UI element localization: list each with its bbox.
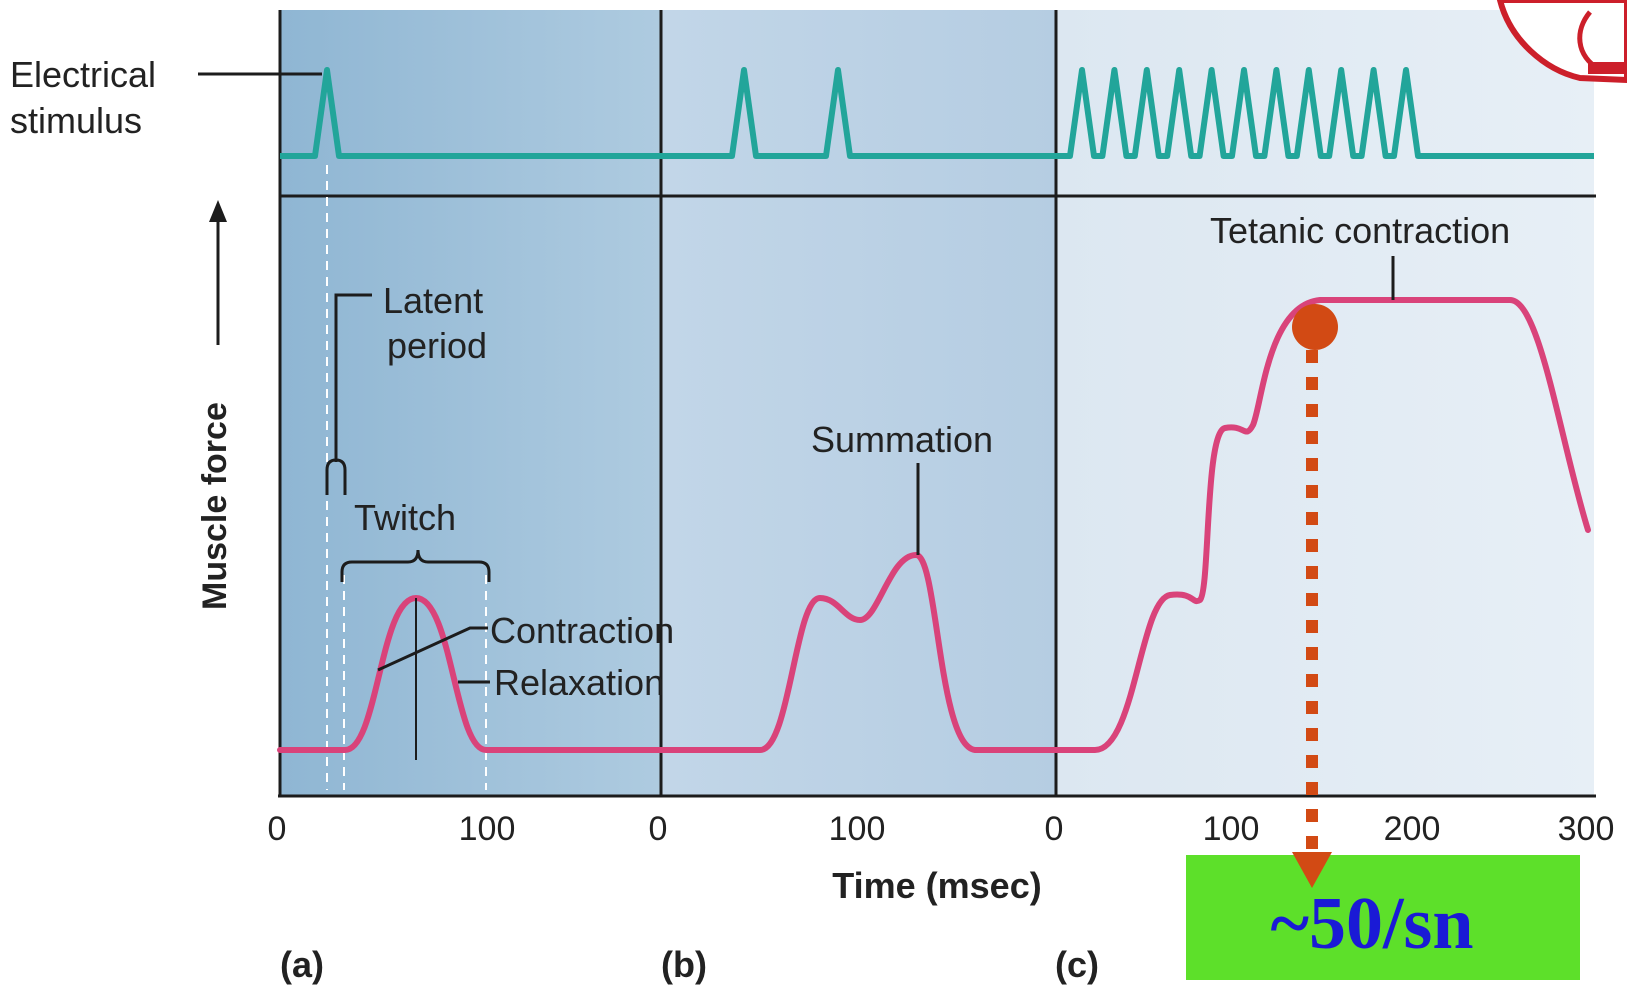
muscle-force-arrow-icon: [209, 200, 227, 338]
latent-period-bracket: [325, 293, 372, 495]
panel-b-background: [661, 10, 1056, 795]
answer-box: [1186, 855, 1580, 980]
marker-arrowhead-icon: [1292, 852, 1332, 888]
electrical-stimulus-label-line1: Electrical: [10, 54, 156, 95]
tick-c-200: 200: [1384, 810, 1441, 848]
contraction-leader: [377, 626, 488, 672]
force-trace: [277, 297, 1591, 753]
tick-b-100: 100: [829, 810, 886, 848]
panel-c-background: [1056, 10, 1594, 795]
panel-label-c: (c): [1055, 944, 1099, 985]
tick-c-300: 300: [1558, 810, 1615, 848]
tick-a-100: 100: [459, 810, 516, 848]
logo-fragment-icon: [1496, 0, 1627, 84]
latent-period-label-line2: period: [387, 325, 487, 366]
tick-c-100: 100: [1203, 810, 1260, 848]
twitch-label: Twitch: [354, 497, 456, 538]
answer-box-text: ~50/sn: [1271, 883, 1474, 965]
twitch-bracket: [340, 549, 491, 582]
panel-label-b: (b): [661, 944, 707, 985]
tick-a-0: 0: [268, 810, 287, 848]
panel-label-a: (a): [280, 944, 324, 985]
contraction-label: Contraction: [490, 610, 674, 651]
tick-b-0: 0: [649, 810, 668, 848]
muscle-force-label: Muscle force: [196, 402, 234, 610]
tick-c-0: 0: [1045, 810, 1064, 848]
latent-period-label-line1: Latent: [383, 280, 483, 321]
marker-dot: [1292, 304, 1338, 350]
electrical-stimulus-label-line2: stimulus: [10, 100, 142, 141]
panel-a-background: [280, 10, 661, 795]
tetanic-contraction-label: Tetanic contraction: [1210, 210, 1510, 251]
relaxation-label: Relaxation: [494, 662, 664, 703]
stimulus-trace: [280, 67, 1594, 159]
summation-label: Summation: [811, 419, 993, 460]
time-axis-label: Time (msec): [832, 865, 1041, 906]
